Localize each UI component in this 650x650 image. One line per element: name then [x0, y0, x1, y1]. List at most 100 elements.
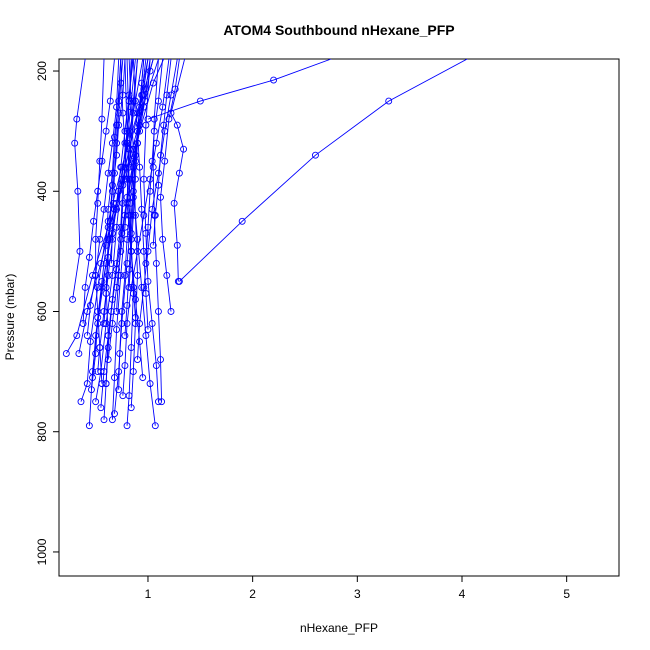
data-point — [131, 296, 139, 303]
series-18 — [167, 59, 188, 285]
series-line — [152, 59, 163, 402]
data-point — [140, 103, 148, 111]
data-point — [104, 356, 112, 364]
data-point — [106, 97, 114, 105]
data-point — [111, 169, 118, 177]
data-point — [123, 127, 131, 135]
data-point — [102, 127, 110, 135]
data-point — [138, 283, 146, 291]
y-tick-label: 600 — [35, 301, 49, 321]
data-point — [165, 115, 173, 123]
series-line — [105, 59, 151, 384]
plot-area — [58, 58, 620, 577]
plot-border — [58, 58, 620, 577]
series-line — [170, 59, 186, 282]
data-point — [196, 97, 204, 105]
data-point — [92, 271, 100, 279]
series-line — [72, 59, 86, 300]
data-point — [129, 97, 137, 105]
series-line — [147, 59, 332, 120]
data-point — [92, 350, 100, 358]
data-point — [129, 193, 137, 201]
chart-title: ATOM4 Southbound nHexane_PFP — [223, 22, 454, 38]
data-point — [71, 139, 79, 147]
data-point — [136, 320, 144, 327]
data-point — [104, 344, 112, 352]
data-point — [142, 332, 150, 339]
data-point — [119, 199, 127, 207]
data-point — [146, 175, 154, 183]
data-point — [119, 181, 127, 189]
series-27 — [144, 59, 332, 123]
data-point — [98, 277, 106, 285]
data-point — [131, 157, 139, 165]
series-line — [86, 59, 120, 336]
series-line — [145, 59, 164, 264]
data-point — [148, 157, 156, 165]
data-point — [62, 350, 70, 358]
data-point — [117, 79, 125, 87]
data-point — [121, 362, 129, 370]
data-point — [127, 404, 135, 412]
data-point — [125, 97, 133, 105]
data-point — [113, 139, 121, 147]
data-point — [111, 133, 118, 141]
data-point — [136, 338, 144, 345]
series-30 — [134, 59, 178, 364]
data-point — [160, 121, 168, 129]
data-point — [104, 235, 112, 243]
data-point — [123, 139, 131, 147]
data-point — [79, 320, 87, 327]
data-point — [108, 416, 116, 424]
data-point — [158, 398, 166, 406]
series-line — [91, 59, 122, 390]
data-point — [123, 259, 131, 267]
data-point — [113, 103, 121, 111]
data-point — [108, 229, 116, 237]
data-point — [136, 121, 144, 129]
data-point — [115, 271, 123, 279]
x-tick-label: 1 — [145, 587, 152, 601]
data-point — [149, 241, 157, 249]
series-line — [116, 59, 132, 312]
series-26 — [175, 59, 468, 285]
data-point — [102, 290, 110, 297]
data-point — [138, 91, 146, 99]
data-point — [173, 121, 181, 129]
data-point — [146, 380, 154, 388]
data-point — [113, 283, 121, 291]
data-point — [108, 169, 116, 177]
series-4 — [77, 59, 149, 406]
data-point — [115, 97, 123, 105]
data-point — [154, 97, 162, 105]
series-line — [111, 59, 138, 420]
data-point — [140, 283, 148, 291]
data-point — [115, 386, 123, 394]
data-point — [100, 416, 108, 424]
data-point — [144, 115, 152, 123]
data-point — [161, 157, 169, 165]
data-point — [175, 277, 183, 285]
data-point — [119, 109, 127, 117]
data-point — [108, 320, 116, 327]
series-line — [82, 59, 115, 324]
series-line — [137, 59, 178, 360]
data-point — [163, 91, 171, 99]
data-point — [119, 392, 127, 400]
data-point — [131, 175, 139, 183]
series-line — [179, 59, 468, 282]
data-point — [131, 314, 139, 321]
series-38 — [107, 59, 125, 267]
data-point — [86, 338, 94, 345]
data-point — [73, 115, 81, 123]
data-point — [154, 308, 162, 315]
y-tick-label: 200 — [35, 61, 49, 81]
data-point — [92, 332, 100, 339]
data-point — [106, 235, 114, 243]
data-point — [96, 344, 104, 352]
data-point — [121, 163, 129, 171]
data-point — [312, 151, 319, 159]
series-40 — [92, 59, 106, 388]
data-point — [123, 302, 131, 309]
